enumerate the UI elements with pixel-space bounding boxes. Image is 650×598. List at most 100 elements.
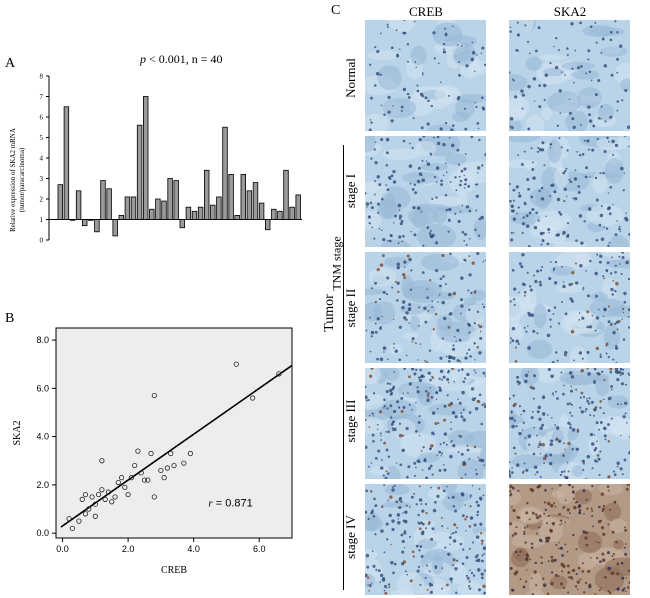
ihc-image-creb-stage-iii: [365, 368, 486, 479]
cell-nucleus: [477, 568, 481, 572]
cell-nucleus: [416, 206, 421, 210]
scatter-point-25: [138, 470, 144, 476]
cell-nucleus: [522, 409, 526, 413]
cell-nucleus: [427, 371, 431, 375]
cell-nucleus: [593, 459, 597, 463]
bar-30: [234, 214, 240, 220]
cell-nucleus: [579, 509, 581, 512]
cell-nucleus: [549, 442, 553, 447]
cell-nucleus: [540, 561, 543, 565]
cell-nucleus: [440, 517, 443, 519]
cell-nucleus: [370, 511, 374, 515]
cell-nucleus: [608, 212, 612, 216]
cell-nucleus: [479, 336, 483, 340]
cell-nucleus: [619, 434, 622, 437]
tissue-patch: [525, 434, 550, 457]
cell-nucleus: [605, 268, 609, 272]
cell-nucleus: [568, 178, 571, 181]
cell-nucleus: [365, 399, 368, 402]
cell-nucleus: [437, 486, 441, 490]
cell-nucleus: [543, 83, 547, 88]
cell-nucleus: [509, 26, 512, 29]
tissue-patch: [368, 267, 397, 287]
cell-nucleus: [382, 238, 386, 242]
cell-nucleus: [464, 127, 468, 131]
cell-nucleus: [527, 245, 531, 247]
cell-nucleus: [413, 233, 417, 237]
cell-nucleus: [511, 269, 515, 272]
cell-nucleus: [618, 225, 621, 228]
cell-nucleus: [563, 200, 566, 202]
cell-nucleus: [382, 576, 386, 580]
bar-33: [252, 182, 259, 220]
cell-nucleus: [591, 485, 594, 488]
cell-nucleus: [368, 414, 371, 417]
cell-nucleus: [426, 226, 430, 230]
scatter-fit-line: [60, 364, 293, 528]
tissue-patch: [510, 212, 542, 225]
cell-nucleus: [460, 276, 464, 280]
tissue-patch: [453, 46, 471, 62]
bar-1: [57, 184, 63, 220]
cell-nucleus: [542, 456, 547, 461]
cell-nucleus: [592, 525, 594, 528]
bar-chart-title-p: p: [140, 52, 146, 66]
tissue-patch: [409, 315, 420, 331]
cell-nucleus: [385, 522, 389, 526]
cell-nucleus: [514, 452, 517, 455]
cell-nucleus: [555, 351, 558, 354]
cell-nucleus: [394, 214, 397, 218]
cell-nucleus: [410, 269, 413, 272]
cell-nucleus: [512, 78, 514, 81]
cell-nucleus: [375, 72, 380, 76]
cell-nucleus: [547, 514, 550, 518]
cell-nucleus: [560, 546, 563, 549]
cell-nucleus: [621, 252, 625, 254]
cell-nucleus: [481, 303, 484, 306]
cell-nucleus: [438, 388, 442, 392]
cell-nucleus: [465, 530, 467, 532]
cell-nucleus: [474, 555, 478, 559]
bar-25: [203, 169, 210, 220]
cell-nucleus: [461, 368, 464, 371]
cell-nucleus: [431, 411, 436, 415]
cell-nucleus: [417, 421, 421, 424]
bar-9: [106, 188, 112, 220]
cell-nucleus: [599, 355, 602, 359]
cell-nucleus: [386, 382, 390, 385]
cell-nucleus: [456, 148, 460, 152]
cell-nucleus: [451, 124, 455, 127]
cell-nucleus: [480, 532, 483, 535]
cell-nucleus: [427, 466, 431, 471]
cell-nucleus: [370, 330, 375, 335]
cell-nucleus: [413, 461, 417, 465]
cell-nucleus: [578, 318, 581, 321]
bar-22: [185, 206, 192, 220]
cell-nucleus: [386, 26, 389, 28]
cell-nucleus: [618, 370, 622, 374]
cell-nucleus: [427, 396, 430, 399]
cell-nucleus: [416, 89, 420, 93]
cell-nucleus: [471, 41, 474, 44]
cell-nucleus: [439, 443, 442, 446]
scatter-ylabel: SKA2: [12, 420, 23, 445]
cell-nucleus: [586, 507, 589, 510]
cell-nucleus: [570, 375, 575, 379]
cell-nucleus: [377, 449, 381, 453]
tissue-patch: [419, 163, 449, 171]
cell-nucleus: [555, 543, 558, 547]
cell-nucleus: [525, 214, 529, 218]
cell-nucleus: [369, 63, 372, 66]
cell-nucleus: [624, 528, 628, 532]
cell-nucleus: [586, 350, 590, 354]
cell-nucleus: [565, 195, 568, 198]
cell-nucleus: [455, 189, 458, 192]
cell-nucleus: [619, 368, 623, 371]
cell-nucleus: [430, 537, 434, 541]
cell-nucleus: [575, 447, 579, 451]
cell-nucleus: [435, 269, 439, 273]
cell-nucleus: [480, 576, 484, 580]
cell-nucleus: [475, 209, 478, 212]
cell-nucleus: [530, 195, 534, 199]
cell-nucleus: [542, 240, 545, 243]
